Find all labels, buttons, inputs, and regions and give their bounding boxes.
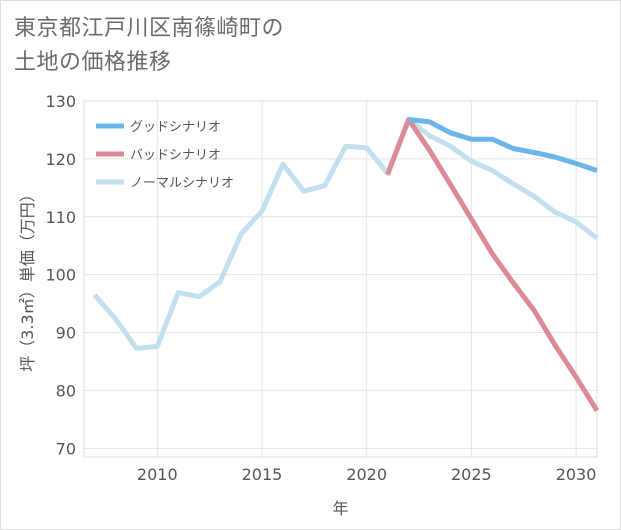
y-tick-labels: 70 80 90 100 110 120 130 (45, 92, 76, 458)
plot-area (83, 100, 598, 458)
chart-title-line2: 土地の価格推移 (14, 50, 172, 75)
y-tick-label: 100 (45, 266, 76, 285)
series-lines (92, 117, 600, 413)
x-tick-labels: 2010 2015 2020 2025 2030 (137, 465, 596, 484)
x-axis-title: 年 (332, 499, 348, 518)
y-tick-label: 90 (56, 324, 76, 343)
y-tick-label: 120 (45, 150, 76, 169)
x-tick-label: 2025 (451, 465, 492, 484)
y-tick-label: 110 (45, 208, 76, 227)
legend-label: ノーマルシナリオ (130, 176, 234, 191)
y-tick-label: 130 (45, 92, 76, 111)
y-tick-label: 80 (56, 381, 76, 400)
legend-label: バッドシナリオ (130, 148, 221, 163)
chart-title-line1: 東京都江戸川区南篠崎町の (14, 16, 285, 41)
y-axis-title: 坪（3.3㎡）単価（万円） (18, 186, 37, 371)
y-tick-label: 70 (56, 439, 76, 458)
x-tick-label: 2010 (137, 465, 178, 484)
series-line (385, 117, 600, 413)
x-tick-label: 2020 (346, 465, 387, 484)
x-tick-label: 2030 (556, 465, 597, 484)
series-line (408, 117, 598, 173)
legend-label: グッドシナリオ (130, 120, 221, 135)
x-tick-label: 2015 (242, 465, 283, 484)
series-line (92, 117, 599, 351)
chart-title: 東京都江戸川区南篠崎町の 土地の価格推移 (14, 12, 284, 80)
